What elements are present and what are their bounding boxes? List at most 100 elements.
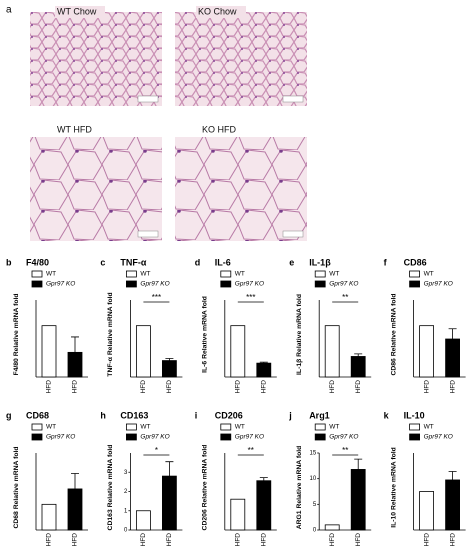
legend-swatch [314, 433, 326, 441]
error-bar [448, 471, 457, 489]
legend-label: Gpr97 KO [140, 434, 169, 441]
error-bar [165, 358, 174, 364]
significance-label: *** [246, 293, 255, 302]
legend-label: WT [46, 424, 56, 431]
legend-label: Gpr97 KO [424, 434, 453, 441]
bar [161, 360, 177, 378]
legend-swatch [220, 270, 232, 278]
x-tick-label: HFD [72, 380, 79, 394]
bar [135, 510, 151, 531]
significance-label: ** [342, 293, 348, 302]
y-axis-label: CD206 Relative mRNA fold [202, 445, 209, 531]
legend-label: Gpr97 KO [329, 434, 358, 441]
y-tick-label: 0 [124, 528, 128, 534]
legend-label: WT [235, 271, 245, 278]
x-tick-label: HFD [329, 533, 336, 547]
y-tick-label: 2 [124, 489, 128, 495]
chart-title: CD206 [215, 410, 243, 420]
bar [41, 325, 57, 378]
bar [419, 325, 435, 378]
histology-image [175, 137, 307, 241]
bar [41, 503, 57, 531]
y-tick-label: 15 [310, 451, 317, 457]
y-tick-label: 5 [313, 502, 317, 508]
legend-label: Gpr97 KO [140, 281, 169, 288]
y-tick-label: 0 [313, 528, 317, 534]
legend-swatch [31, 423, 43, 431]
y-axis-label: CD163 Relative mRNA fold [107, 445, 114, 531]
bar [324, 325, 340, 378]
legend-swatch [314, 423, 326, 431]
x-tick-label: HFD [235, 533, 242, 547]
legend-label: Gpr97 KO [424, 281, 453, 288]
legend-swatch [126, 433, 137, 441]
legend-swatch [126, 423, 137, 431]
error-bar [259, 477, 268, 485]
legend-swatch [31, 433, 43, 441]
y-axis-label: ARG1 Relative mRNA fold [296, 446, 303, 530]
legend-label: WT [329, 424, 339, 431]
x-tick-label: HFD [449, 533, 456, 547]
legend-label: WT [235, 424, 245, 431]
image-caption: WT Chow [57, 6, 97, 16]
legend-swatch [31, 280, 43, 288]
legend-label: WT [140, 271, 150, 278]
bar [324, 524, 340, 531]
image-caption: KO HFD [202, 124, 237, 134]
bar [135, 325, 151, 378]
scale-bars [137, 95, 304, 238]
legend-label: Gpr97 KO [235, 434, 264, 441]
chart-title: Arg1 [309, 410, 330, 420]
x-tick-label: HFD [72, 533, 79, 547]
bar [419, 491, 435, 531]
panel-label: c [100, 257, 105, 267]
bar [230, 498, 246, 531]
y-axis-label: CD86 Relative mRNA fold [390, 293, 397, 375]
y-tick-label: 10 [310, 476, 317, 482]
y-tick-label: 1 [124, 508, 128, 514]
legend-label: WT [46, 271, 56, 278]
y-axis-label: IL-1β Relative mRNA fold [296, 294, 303, 375]
y-axis-label: IL-6 Relative mRNA fold [202, 296, 209, 373]
x-tick-label: HFD [449, 380, 456, 394]
legend-swatch [220, 280, 232, 288]
legend-swatch [220, 423, 232, 431]
x-tick-label: HFD [166, 380, 173, 394]
legend-swatch [409, 280, 421, 288]
error-bar [259, 361, 268, 365]
bar [230, 325, 246, 378]
legend-swatch [409, 433, 421, 441]
legend-label: WT [424, 424, 434, 431]
chart-title: IL-1β [309, 257, 331, 267]
x-tick-label: HFD [355, 380, 362, 394]
chart-title: CD163 [120, 410, 148, 420]
legend-swatch [314, 270, 326, 278]
legend-label: Gpr97 KO [235, 281, 264, 288]
legend-label: WT [424, 271, 434, 278]
chart-title: CD68 [26, 410, 49, 420]
histology-image [30, 12, 162, 106]
panel-label: h [100, 410, 106, 420]
significance-label: * [155, 446, 158, 455]
significance-label: ** [342, 446, 348, 455]
legend-label: Gpr97 KO [46, 434, 75, 441]
significance-label: *** [152, 293, 161, 302]
y-axis-label: TNF-α Relative mRNA fold [107, 292, 114, 376]
x-tick-label: HFD [355, 533, 362, 547]
error-bar [354, 353, 363, 360]
histology-image [30, 137, 162, 241]
chart-title: F4/80 [26, 257, 49, 267]
x-tick-label: HFD [235, 380, 242, 394]
y-axis-label: F4/80 Relative mRNA fold [13, 293, 20, 375]
legend-label: WT [140, 424, 150, 431]
legend-swatch [126, 280, 137, 288]
bar [256, 480, 272, 531]
image-caption: KO Chow [198, 6, 237, 16]
legend-swatch [409, 270, 421, 278]
panel-label: g [6, 410, 12, 420]
x-tick-label: HFD [423, 380, 430, 394]
chart-title: CD86 [404, 257, 427, 267]
panel-label: e [289, 257, 294, 267]
legend-label: Gpr97 KO [46, 281, 75, 288]
panel-label: d [195, 257, 201, 267]
